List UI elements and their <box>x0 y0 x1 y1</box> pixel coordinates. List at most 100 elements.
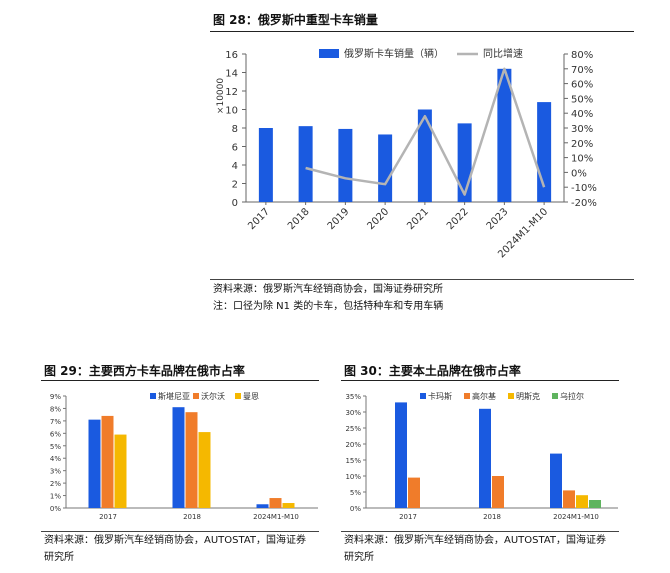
bar-高尔基-2017 <box>408 477 420 508</box>
bar-卡玛斯-2018 <box>479 408 491 508</box>
legend-swatch <box>552 393 558 399</box>
y-tick-label-right: -20% <box>571 198 597 209</box>
legend-swatch <box>150 393 156 399</box>
y-tick-label-right: 80% <box>571 50 593 61</box>
y-tick-label: 35% <box>345 393 361 401</box>
figure-30-source-line2: 研究所 <box>344 552 374 563</box>
x-tick-label: 2024M1-M10 <box>253 513 299 521</box>
y-tick-label-right: 70% <box>571 65 593 76</box>
y-tick-label: 30% <box>345 409 361 417</box>
x-tick-label: 2020 <box>365 206 391 232</box>
bar-2021 <box>417 109 432 202</box>
figure-28-title: 图 28：俄罗斯中重型卡车销量 <box>213 13 378 27</box>
legend-label-bar: 俄罗斯卡车销量（辆） <box>344 47 444 60</box>
bar-2023 <box>497 68 512 202</box>
legend-swatch <box>420 393 426 399</box>
legend-label: 卡玛斯 <box>428 391 452 401</box>
x-tick-label: 2018 <box>483 513 501 521</box>
bar-明斯克-2024M1-M10 <box>576 495 588 508</box>
y-tick-label-left: 12 <box>225 87 238 98</box>
y-tick-label: 6% <box>50 430 61 438</box>
legend-label: 高尔基 <box>472 391 496 401</box>
legend-label: 曼恩 <box>243 392 259 401</box>
y-tick-label: 10% <box>345 473 361 481</box>
bar-2019 <box>338 128 353 202</box>
figure-29-title: 图 29：主要西方卡车品牌在俄市占率 <box>44 364 245 378</box>
y-tick-label-left: 14 <box>225 69 238 80</box>
legend-label: 沃尔沃 <box>201 391 225 401</box>
y-tick-label: 0% <box>350 505 361 513</box>
y-tick-label-right: 30% <box>571 124 593 135</box>
x-tick-label: 2018 <box>183 513 201 521</box>
y-tick-label-left: 4 <box>232 161 238 172</box>
bar-曼恩-2017 <box>114 434 127 508</box>
figure-30-bottom-rule <box>341 531 619 532</box>
y-tick-label-right: 50% <box>571 94 593 105</box>
x-tick-label: 2017 <box>99 513 117 521</box>
bar-高尔基-2024M1-M10 <box>563 490 575 508</box>
y-tick-label-left: 10 <box>225 106 238 117</box>
bar-2022 <box>457 123 472 202</box>
bar-斯堪尼亚-2017 <box>88 419 101 508</box>
figure-28-source: 资料来源：俄罗斯汽车经销商协会，国海证券研究所 <box>213 284 443 295</box>
figure-29-source-line1: 资料来源：俄罗斯汽车经销商协会，AUTOSTAT，国海证券 <box>44 535 306 546</box>
y-tick-label: 2% <box>50 480 61 488</box>
y-tick-label: 0% <box>50 505 61 513</box>
bar-沃尔沃-2017 <box>101 415 114 508</box>
legend-label: 斯堪尼亚 <box>158 391 190 401</box>
figure-30-title: 图 30：主要本土品牌在俄市占率 <box>344 364 521 378</box>
x-tick-label: 2022 <box>445 206 471 232</box>
bar-卡玛斯-2017 <box>395 402 407 508</box>
bar-乌拉尔-2024M1-M10 <box>589 500 601 508</box>
x-tick-label: 2019 <box>326 206 352 232</box>
bar-2018 <box>298 126 313 202</box>
y-tick-label-right: 10% <box>571 154 593 165</box>
y-tick-label-left: 0 <box>232 198 238 209</box>
y-tick-label: 25% <box>345 425 361 433</box>
legend-swatch <box>235 393 241 399</box>
legend-swatch-bar <box>319 49 339 58</box>
bar-沃尔沃-2018 <box>185 412 198 508</box>
legend-swatch <box>508 393 514 399</box>
x-tick-label: 2018 <box>286 206 312 232</box>
chart-30: 0% 5% 10% 15% 20% 25% 30% 35% 2017 2018 2024M1-M10… <box>345 391 618 521</box>
legend-swatch <box>193 393 199 399</box>
bar-2017 <box>258 128 273 202</box>
legend-swatch <box>464 393 470 399</box>
chart-29: 0% 1% 2% 3% 4% 5% 6% 7% 8% 9% 2017 2018 2024M1-M10 斯堪… <box>50 391 318 521</box>
figure-29-source-line2: 研究所 <box>44 552 74 563</box>
x-tick-label: 2023 <box>485 206 511 232</box>
bar-2020 <box>378 134 393 202</box>
y-tick-label-right: -10% <box>571 183 597 194</box>
y-tick-label-left: 2 <box>232 180 238 191</box>
y-tick-label: 4% <box>50 455 61 463</box>
x-tick-label: 2024M1-M10 <box>553 513 599 521</box>
y-tick-label-left: 6 <box>232 143 238 154</box>
y-tick-label: 20% <box>345 441 361 449</box>
y-tick-label-left: 8 <box>232 124 238 135</box>
bar-曼恩-2018 <box>198 432 211 508</box>
chart-28: 0 2 4 6 8 10 12 14 16 -20% -10% 0% 10% 20% 30% 40% 50% 60… <box>216 47 597 260</box>
bar-斯堪尼亚-2024M1-M10 <box>256 504 269 508</box>
growth-line <box>305 67 546 196</box>
bar-高尔基-2018 <box>492 476 504 508</box>
y-tick-label: 9% <box>50 393 61 401</box>
figure-30-source-line1: 资料来源：俄罗斯汽车经销商协会，AUTOSTAT，国海证券 <box>344 535 606 546</box>
bar-曼恩-2024M1-M10 <box>282 503 295 508</box>
legend-label: 明斯克 <box>516 391 540 401</box>
y-tick-label: 1% <box>50 493 61 501</box>
figure-28-note: 注：口径为除 N1 类的卡车，包括特种车和专用车辆 <box>213 301 444 312</box>
y-tick-label-right: 0% <box>571 168 587 179</box>
legend-label: 乌拉尔 <box>560 391 584 401</box>
figure-28-top-rule <box>210 31 634 32</box>
legend-label-line: 同比增速 <box>483 47 523 60</box>
figure-30-top-rule <box>341 380 619 381</box>
x-tick-label: 2017 <box>246 206 272 232</box>
y-tick-label: 8% <box>50 405 61 413</box>
figure-29-bottom-rule <box>41 531 319 532</box>
y-tick-label-right: 20% <box>571 139 593 150</box>
bar-斯堪尼亚-2018 <box>172 407 185 508</box>
figure-28-bottom-rule <box>210 279 634 280</box>
y-tick-label: 5% <box>350 489 361 497</box>
y-tick-label: 5% <box>50 443 61 451</box>
